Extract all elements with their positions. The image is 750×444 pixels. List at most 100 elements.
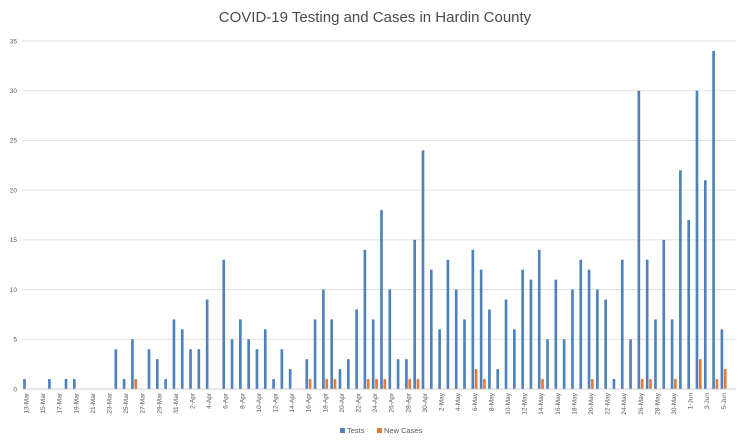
y-tick-label: 10 — [10, 287, 18, 294]
x-tick-label: 25-Mar — [123, 392, 130, 413]
x-tick-label: 2-May — [439, 392, 446, 411]
y-tick-label: 25 — [10, 138, 18, 145]
y-axis-ticks: 0 5 10 15 20 25 30 35 — [10, 38, 18, 393]
tests-bar — [521, 269, 524, 389]
new-cases-bar — [715, 379, 719, 389]
new-cases-bar — [649, 379, 652, 389]
tests-bar — [405, 359, 408, 389]
tests-bar — [496, 369, 500, 389]
chart-title: COVID-19 Testing and Cases in Hardin Cou… — [219, 9, 532, 26]
tests-bar — [562, 339, 566, 389]
tests-bar — [230, 339, 234, 389]
x-tick-label: 30-May — [671, 392, 678, 414]
x-tick-label: 10-Apr — [256, 392, 263, 412]
new-cases-bar — [474, 369, 478, 389]
tests-bar — [197, 349, 201, 389]
tests-bar — [554, 279, 558, 389]
new-cases-bar — [375, 379, 378, 389]
legend-label-new-cases: New Cases — [384, 426, 423, 435]
x-tick-label: 3-Jun — [704, 393, 711, 410]
x-tick-label: 1-Jun — [688, 393, 695, 410]
x-tick-label: 22-Apr — [356, 392, 363, 412]
tests-bar — [313, 319, 317, 389]
x-tick-label: 12-Apr — [273, 392, 280, 412]
tests-bar — [355, 309, 358, 389]
x-tick-label: 23-Mar — [106, 392, 113, 413]
x-tick-label: 20-Apr — [339, 392, 346, 412]
x-tick-label: 5-Jun — [721, 393, 728, 410]
tests-bar — [180, 329, 184, 389]
tests-bar — [164, 379, 167, 389]
tests-bar — [703, 180, 707, 389]
x-tick-label: 19-Mar — [73, 392, 80, 413]
x-tick-label: 21-Mar — [90, 392, 97, 413]
new-cases-bar — [366, 379, 370, 389]
x-tick-label: 26-Apr — [389, 392, 396, 412]
tests-bar — [48, 379, 51, 389]
x-tick-label: 10-May — [505, 392, 512, 414]
tests-bar — [679, 170, 682, 389]
tests-bar — [222, 259, 226, 389]
x-tick-label: 2-Apr — [189, 392, 196, 409]
tests-bar — [147, 349, 151, 389]
tests-bar — [239, 319, 242, 389]
tests-bar — [670, 319, 674, 389]
tests-bar — [438, 329, 441, 389]
tests-bar — [380, 210, 383, 389]
tests-bar — [695, 90, 699, 390]
new-cases-bar — [325, 379, 329, 389]
x-tick-label: 31-Mar — [173, 392, 180, 413]
new-cases-bar — [408, 379, 412, 389]
tests-bar — [64, 379, 68, 389]
tests-bar — [513, 329, 516, 389]
tests-bar — [645, 259, 649, 389]
tests-bar — [687, 219, 691, 389]
tests-bar — [620, 259, 624, 389]
x-tick-label: 6-May — [472, 392, 479, 411]
tests-bar — [712, 50, 715, 389]
tests-bar — [272, 379, 275, 389]
tests-bar — [322, 289, 325, 389]
tests-bar — [596, 289, 599, 389]
tests-bar — [288, 369, 292, 389]
tests-bar — [446, 259, 450, 389]
y-tick-label: 0 — [13, 386, 17, 393]
x-tick-label: 24-Apr — [372, 392, 379, 412]
x-tick-label: 22-May — [605, 392, 612, 414]
x-tick-label: 26-May — [638, 392, 645, 414]
new-cases-bar — [640, 379, 644, 389]
tests-bar — [579, 259, 583, 389]
tests-bar — [537, 249, 541, 389]
tests-bar — [629, 339, 632, 389]
new-cases-bar — [591, 379, 594, 389]
x-tick-label: 28-Apr — [405, 392, 412, 412]
new-cases-bar — [698, 359, 702, 389]
y-tick-label: 5 — [13, 337, 17, 344]
tests-bar — [571, 289, 574, 389]
x-tick-label: 28-May — [654, 392, 661, 414]
y-tick-label: 30 — [10, 88, 18, 95]
legend: Tests New Cases — [340, 426, 423, 435]
x-tick-label: 8-May — [488, 392, 495, 411]
tests-bar — [72, 379, 76, 389]
tests-bar — [396, 359, 400, 389]
gridlines — [22, 40, 736, 340]
tests-bar — [637, 90, 641, 390]
tests-bar — [156, 359, 159, 389]
new-cases-bar — [308, 379, 312, 389]
tests-bar — [371, 319, 375, 389]
y-tick-label: 15 — [10, 237, 18, 244]
tests-bar — [463, 319, 466, 389]
x-axis-ticks: 13-Mar 15-Mar 17-Mar 19-Mar 21-Mar 23-Mar 25-M… — [23, 392, 727, 415]
x-tick-label: 14-Apr — [289, 392, 296, 412]
x-tick-label: 4-Apr — [206, 392, 213, 409]
x-tick-label: 18-Apr — [322, 392, 329, 412]
x-tick-label: 8-Apr — [239, 392, 246, 409]
new-cases-bar — [134, 379, 138, 389]
tests-bar — [479, 269, 483, 389]
tests-bar — [662, 239, 666, 389]
legend-label-tests: Tests — [347, 426, 365, 435]
tests-bar — [471, 249, 475, 389]
legend-swatch-new-cases — [377, 428, 382, 433]
x-tick-label: 18-May — [571, 392, 578, 414]
